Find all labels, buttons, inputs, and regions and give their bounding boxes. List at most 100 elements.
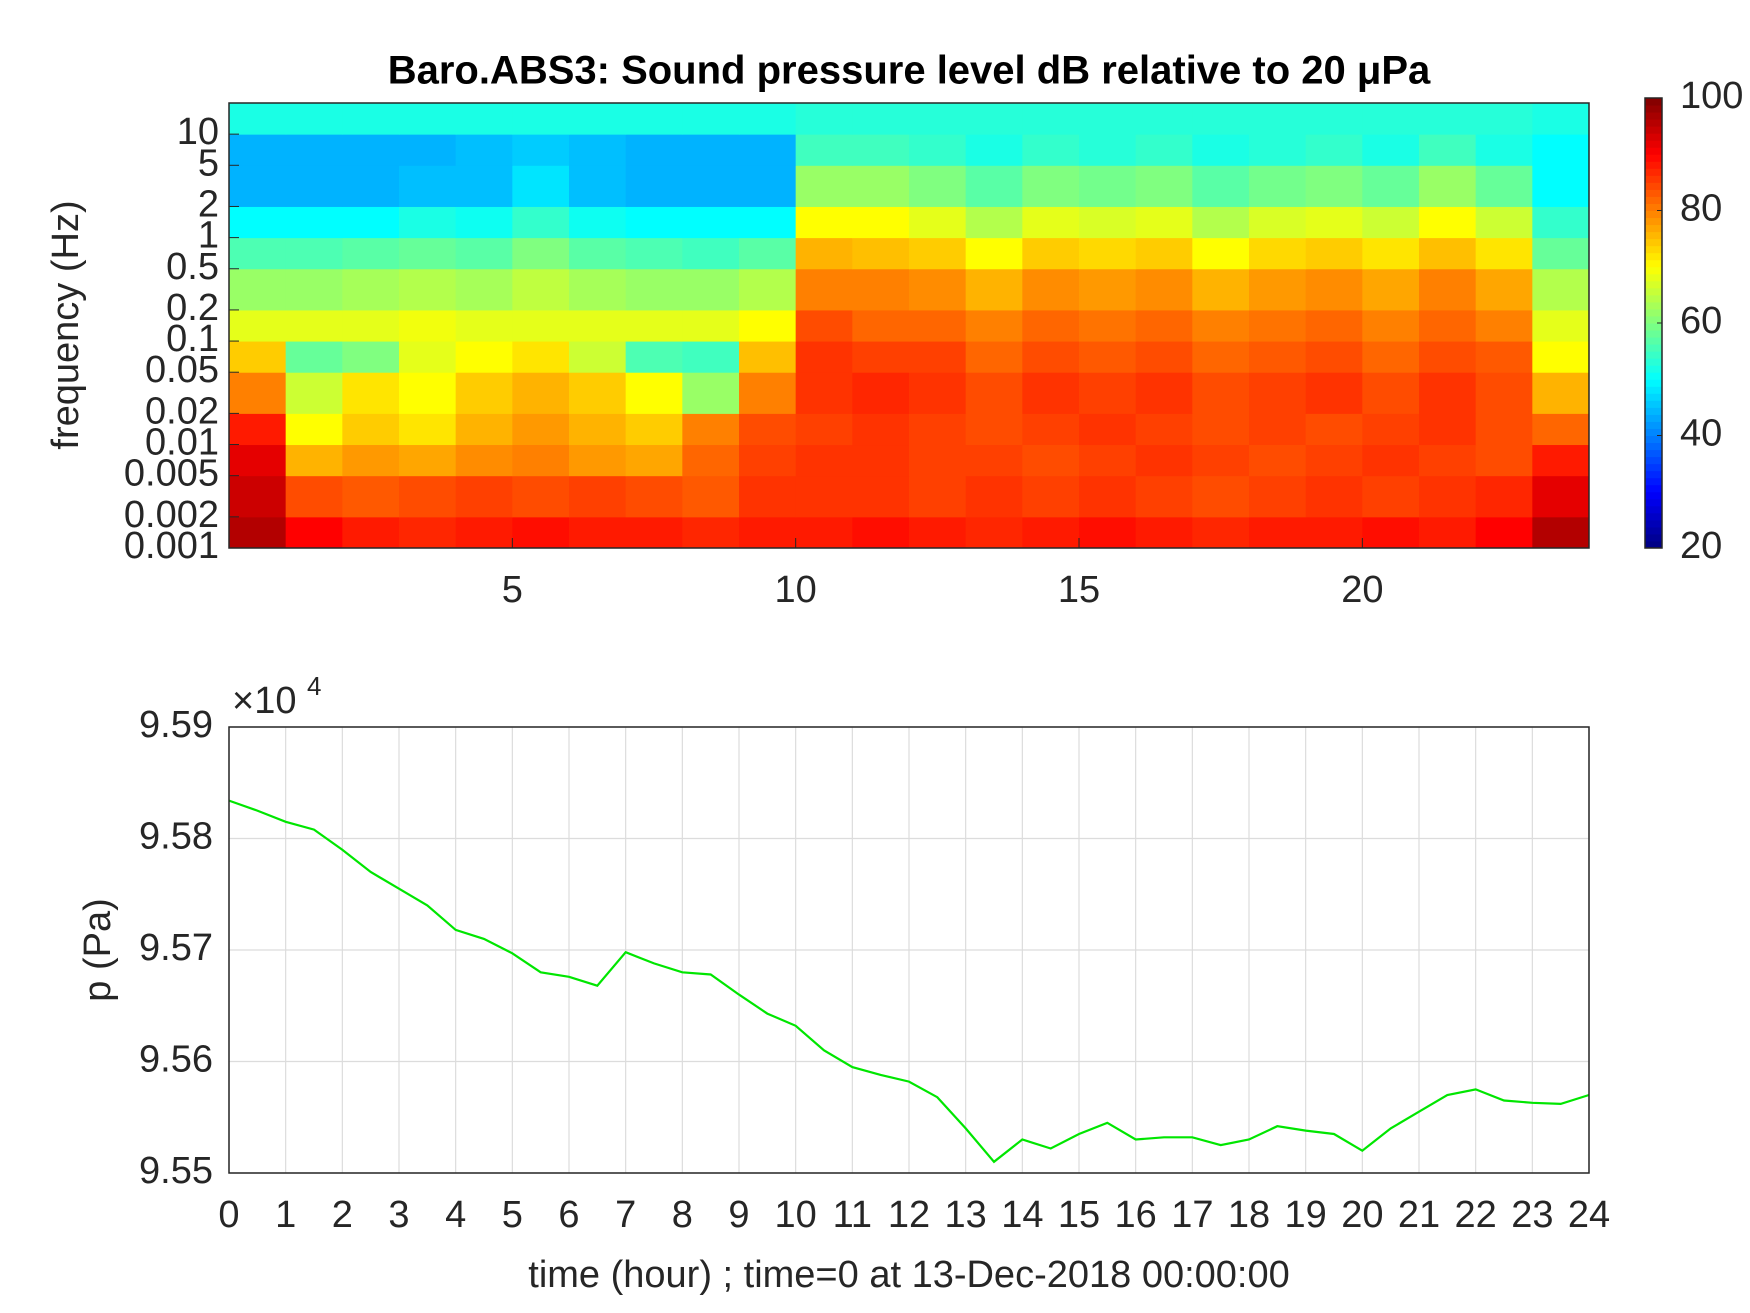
heatmap-cell [569, 103, 627, 135]
y-multiplier-exponent: 4 [307, 671, 321, 701]
heatmap-cell [342, 341, 400, 373]
x-tick-label: 18 [1228, 1194, 1270, 1236]
y-tick-label: 0.01 [145, 422, 219, 464]
heatmap-cell [1475, 134, 1533, 166]
heatmap-cell [229, 268, 287, 311]
heatmap-cell [852, 516, 910, 549]
heatmap-cell [285, 165, 343, 207]
colorbar-step [1645, 119, 1662, 127]
heatmap-cell [285, 372, 343, 414]
heatmap-cell [1249, 268, 1307, 311]
colorbar-step [1645, 540, 1662, 549]
colorbar-step [1645, 280, 1662, 289]
axes-box [228, 102, 1590, 549]
heatmap-cell [512, 516, 570, 549]
x-axis-label: time (hour) ; time=0 at 13-Dec-2018 00:0… [528, 1254, 1289, 1296]
heatmap-cell [625, 444, 683, 477]
heatmap-cell [909, 372, 967, 414]
heatmap-cell [342, 516, 400, 549]
x-tick-label: 19 [1285, 1194, 1327, 1236]
heatmap-cell [342, 103, 400, 135]
colorbar-step [1645, 442, 1662, 451]
heatmap-cell [682, 475, 740, 518]
heatmap-cell [342, 237, 400, 270]
heatmap-cell [569, 206, 627, 239]
heatmap-cell [739, 206, 797, 239]
heatmap-cell [1249, 372, 1307, 414]
heatmap-cell [1079, 206, 1137, 239]
heatmap-cell [455, 444, 513, 477]
heatmap-cell [512, 268, 570, 311]
heatmap-cell [909, 134, 967, 166]
colorbar-step [1645, 407, 1662, 415]
colorbar-step [1645, 358, 1662, 366]
heatmap-cell [852, 134, 910, 166]
heatmap-cell [852, 103, 910, 135]
colorbar-step [1645, 126, 1662, 134]
colorbar-step [1645, 287, 1662, 296]
heatmap-cell [1419, 268, 1477, 311]
heatmap-cell [455, 103, 513, 135]
y-axis-label: frequency (Hz) [45, 200, 87, 449]
heatmap-cell [1249, 237, 1307, 270]
x-tick-label: 22 [1455, 1194, 1497, 1236]
heatmap-cell [739, 372, 797, 414]
heatmap-cell [569, 444, 627, 477]
x-tick-label: 15 [1058, 569, 1100, 611]
colorbar-step [1645, 273, 1662, 282]
heatmap-cell [569, 268, 627, 311]
heatmap-cell [1022, 475, 1080, 518]
heatmap-cell [965, 165, 1023, 207]
heatmap-cell [285, 413, 343, 446]
colorbar-step [1645, 308, 1662, 317]
heatmap-cell [909, 413, 967, 446]
heatmap-cell [229, 413, 287, 446]
heatmap-cell [965, 444, 1023, 477]
heatmap-cell [1532, 134, 1590, 166]
x-tick-label: 1 [275, 1194, 296, 1236]
heatmap-cell [1305, 372, 1363, 414]
heatmap-cell [1249, 475, 1307, 518]
heatmap-cell [512, 309, 570, 342]
heatmap-cell [852, 268, 910, 311]
heatmap-cell [1079, 341, 1137, 373]
heatmap-cell [1192, 103, 1250, 135]
heatmap-cell [682, 309, 740, 342]
heatmap-cell [1079, 413, 1137, 446]
heatmap-cell [569, 516, 627, 549]
x-tick-label: 0 [218, 1194, 239, 1236]
heatmap-cell [1305, 237, 1363, 270]
heatmap-cell [455, 237, 513, 270]
heatmap-cell [1475, 268, 1533, 311]
heatmap-cell [1022, 134, 1080, 166]
y-tick-label: 0.05 [145, 349, 219, 391]
heatmap-cell [229, 444, 287, 477]
heatmap-cell [229, 341, 287, 373]
colorbar-step [1645, 196, 1662, 204]
heatmap-cell [1022, 372, 1080, 414]
heatmap-cell [399, 309, 457, 342]
heatmap-cell [965, 309, 1023, 342]
heatmap-cell [1135, 268, 1193, 311]
heatmap-cell [909, 165, 967, 207]
heatmap-cell [1305, 268, 1363, 311]
heatmap-cell [682, 165, 740, 207]
heatmap-cell [625, 475, 683, 518]
y-tick-label: 0.001 [124, 525, 219, 567]
colorbar-step [1645, 105, 1662, 113]
x-tick-label: 14 [1001, 1194, 1043, 1236]
heatmap-cell [1532, 372, 1590, 414]
heatmap-cell [795, 372, 853, 414]
colorbar-step [1645, 393, 1662, 401]
colorbar-step [1645, 365, 1662, 373]
colorbar-step [1645, 526, 1662, 535]
colorbar-step [1645, 470, 1662, 479]
colorbar-step [1645, 351, 1662, 359]
y-multiplier: ×10 [232, 680, 296, 722]
x-tick-label: 12 [888, 1194, 930, 1236]
colorbar-step [1645, 484, 1662, 493]
heatmap-cell [229, 206, 287, 239]
colorbar-step [1645, 210, 1662, 219]
heatmap-cell [1135, 475, 1193, 518]
